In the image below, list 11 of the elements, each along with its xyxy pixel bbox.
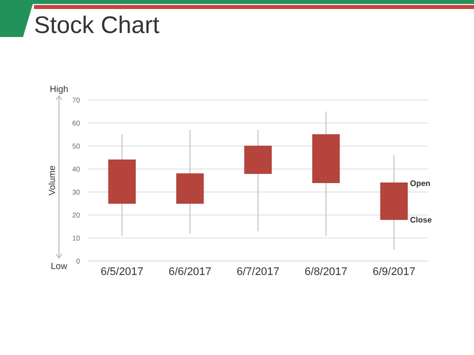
x-tick-label: 6/8/2017 [304,266,348,278]
x-tick-label: 6/5/2017 [100,266,144,278]
text: Low [50,261,68,271]
chart-title: Stock Chart [34,12,160,39]
x-tick-label: 6/9/2017 [372,266,416,278]
text: High [50,84,68,94]
annotation: Close [410,216,432,225]
x-tick-label: 6/7/2017 [236,266,280,278]
y-axis-title: Volume [47,165,57,196]
annotation: Open [410,178,431,188]
x-tick-label: 6/6/2017 [168,266,212,278]
